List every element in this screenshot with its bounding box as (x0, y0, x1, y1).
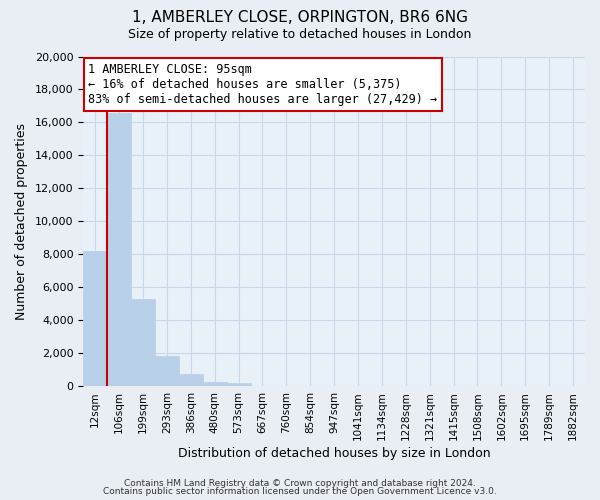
Bar (155, 356, 179, 386)
Bar (131, 299, 155, 386)
Bar (83, 251, 107, 386)
Bar (203, 382, 227, 386)
Text: Size of property relative to detached houses in London: Size of property relative to detached ho… (128, 28, 472, 41)
Bar (107, 112, 131, 386)
Y-axis label: Number of detached properties: Number of detached properties (15, 123, 28, 320)
Bar (179, 374, 203, 386)
Text: Contains HM Land Registry data © Crown copyright and database right 2024.: Contains HM Land Registry data © Crown c… (124, 478, 476, 488)
X-axis label: Distribution of detached houses by size in London: Distribution of detached houses by size … (178, 447, 490, 460)
Text: 1, AMBERLEY CLOSE, ORPINGTON, BR6 6NG: 1, AMBERLEY CLOSE, ORPINGTON, BR6 6NG (132, 10, 468, 25)
Text: Contains public sector information licensed under the Open Government Licence v3: Contains public sector information licen… (103, 487, 497, 496)
Bar (227, 383, 251, 386)
Text: 1 AMBERLEY CLOSE: 95sqm
← 16% of detached houses are smaller (5,375)
83% of semi: 1 AMBERLEY CLOSE: 95sqm ← 16% of detache… (88, 63, 437, 106)
